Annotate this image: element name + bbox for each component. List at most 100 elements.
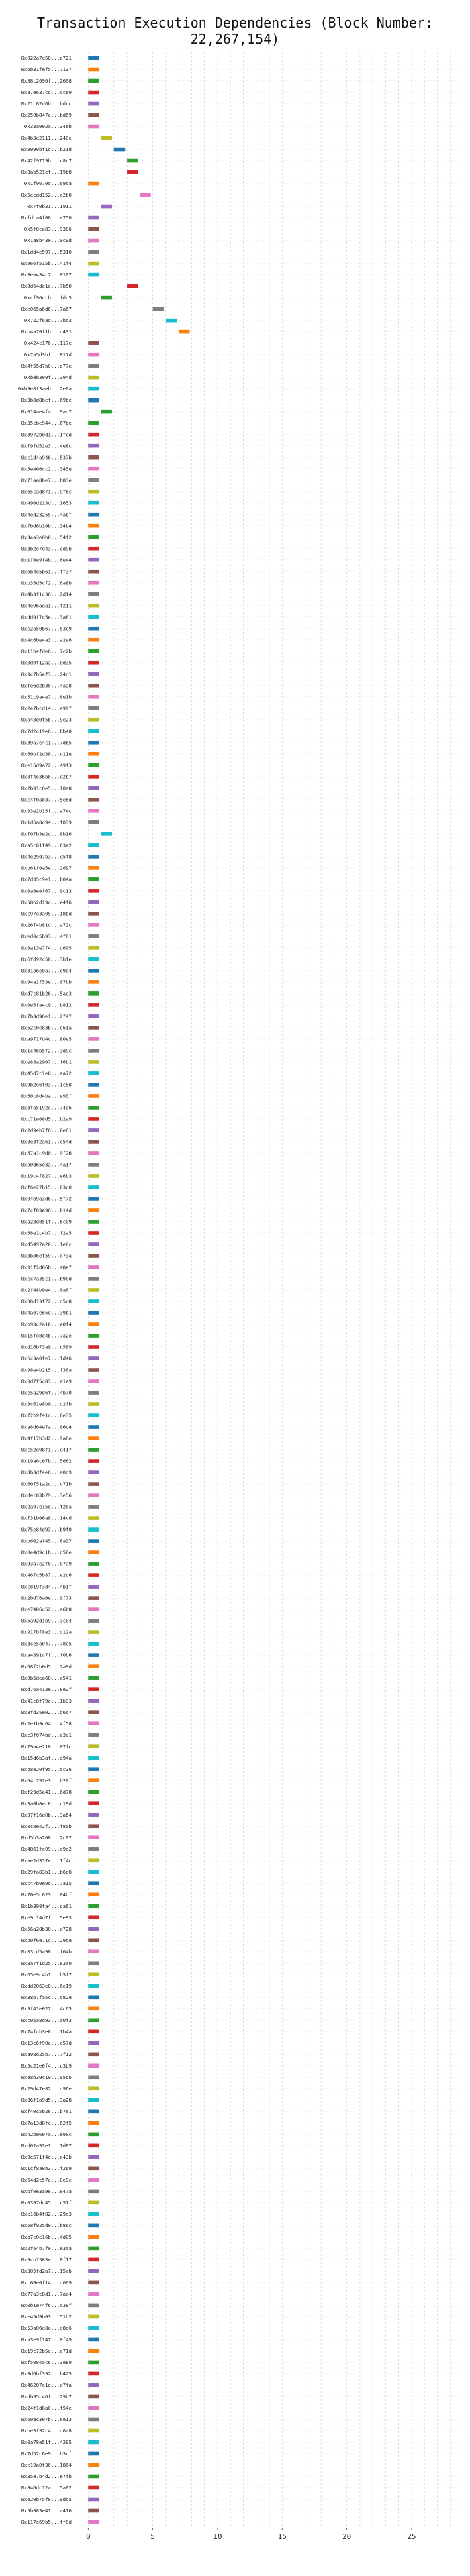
tx-hash-label: 0xe5a29d6f...4b70	[21, 1390, 72, 1396]
dependency-bar	[88, 820, 99, 824]
dependency-bar	[88, 889, 99, 893]
tx-hash-label: 0xe8b30c19...05d6	[21, 2074, 72, 2080]
dependency-bar	[88, 2155, 99, 2159]
tx-hash-label: 0xa9f17d4c...80e5	[21, 1036, 72, 1042]
tx-hash-label: 0x4f17b3d2...9a8e	[21, 1436, 72, 1442]
tx-hash-label: 0x53a06e8a...e8d6	[21, 2325, 72, 2331]
dependency-bar	[88, 2463, 99, 2467]
dependency-bar	[88, 786, 99, 790]
tx-hash-label: 0x3fa5192e...74d6	[21, 1105, 72, 1111]
tx-hash-label: 0x3ea3e0b0...54f2	[21, 534, 72, 540]
dependency-bar	[88, 272, 99, 277]
dependency-bar	[88, 1197, 99, 1201]
dependency-bar	[88, 1961, 99, 1966]
tx-hash-label: 0x38b7fa5c...d82e	[21, 1994, 72, 2000]
dependency-bar	[88, 1311, 99, 1315]
dependency-bar	[88, 763, 99, 767]
tx-hash-label: 0xc819f3d4...4b1f	[21, 1584, 72, 1590]
dependency-bar	[88, 2520, 99, 2524]
dependency-bar	[88, 2371, 99, 2376]
dependency-bar	[88, 2292, 99, 2296]
tx-hash-label: 0x29d47e82...d96e	[21, 2086, 72, 2092]
tx-hash-label: 0x0a8e4f67...9c13	[21, 888, 72, 894]
tx-hash-label: 0x74fcb3e6...1b4a	[21, 2029, 72, 2035]
tx-hash-label: 0x35e7b4d2...e7fb	[21, 2473, 72, 2479]
tx-hash-label: 0x4861fc09...e9a2	[21, 1846, 72, 1852]
dependency-bar	[88, 455, 99, 460]
tx-hash-label: 0x0d7f5c83...a1e9	[21, 1379, 72, 1385]
tx-hash-label: 0xb35d5cf2...6a8b	[21, 580, 72, 586]
tx-hash-label: 0x8ab521ef...19b8	[21, 169, 72, 175]
dependency-bar	[88, 443, 99, 448]
dependency-bar	[88, 1117, 99, 1121]
dependency-bar	[88, 1425, 99, 1429]
tx-hash-label: 0x19c72b5e...a71d	[21, 2348, 72, 2354]
tx-hash-label: 0x4b3e2111...240e	[21, 135, 72, 141]
tx-hash-label: 0x0c8e42f7...f85b	[21, 1823, 72, 1829]
tx-hash-label: 0x58b2d19c...e4f6	[21, 899, 72, 905]
dependency-bar	[88, 569, 99, 574]
tx-hash-label: 0x57a1c9d0...9f26	[21, 1150, 72, 1157]
tx-hash-label: 0xf6e27b15...83c0	[21, 1185, 72, 1191]
tx-hash-label: 0x68e1c4b7...f2a5	[21, 1230, 72, 1236]
dependency-bar	[88, 2029, 99, 2034]
tx-hash-label: 0x70e5c623...04bf	[21, 1892, 72, 1898]
x-tick-label: 0	[86, 2532, 91, 2541]
tx-hash-label: 0x51c9a4e7...6e1b	[21, 694, 72, 700]
x-tick-label: 10	[213, 2532, 222, 2541]
dependency-bar	[88, 1653, 99, 1657]
dependency-bar	[88, 364, 99, 368]
tx-hash-label: 0x2b91c6e5...10a8	[21, 785, 72, 791]
dependency-bar	[88, 923, 99, 927]
tx-hash-label: 0xe20b75f8...9dc5	[21, 2496, 72, 2502]
dependency-bar	[88, 2428, 99, 2433]
tx-hash-label: 0x259b847a...bd69	[21, 112, 72, 118]
tx-hash-label: 0xc3f074bd...a3e1	[21, 1732, 72, 1738]
dependency-bar	[88, 546, 99, 551]
dependency-bar	[88, 614, 99, 619]
tx-hash-label: 0x2f64b7f9...e3aa	[21, 2245, 72, 2251]
tx-hash-label: 0x014ae4fa...9ad7	[21, 409, 72, 415]
dependency-bar	[88, 2440, 99, 2445]
dependency-bar	[88, 1288, 99, 1292]
dependency-bar	[88, 2121, 99, 2125]
tx-hash-label: 0x56a28b30...c728	[21, 1926, 72, 1932]
dependency-bar	[88, 969, 99, 973]
dependency-bar	[101, 295, 112, 300]
dependency-bar	[88, 2485, 99, 2490]
dependency-bar	[88, 1881, 99, 1886]
dependency-bar	[88, 2063, 99, 2068]
x-tick-label: 5	[150, 2532, 155, 2541]
tx-hash-label: 0x9f41e027...4c65	[21, 2006, 72, 2012]
tx-hash-label: 0xa7e637cd...cce9	[21, 89, 72, 95]
dependency-bar	[88, 1835, 99, 1840]
tx-hash-label: 0xd5b3a768...2c07	[21, 1835, 72, 1841]
tx-hash-label: 0x8d0f12aa...0d35	[21, 659, 72, 665]
dependency-bar	[88, 2109, 99, 2114]
dependency-bar	[88, 694, 99, 699]
tx-hash-label: 0xc4f0a837...5e6d	[21, 796, 72, 802]
dependency-bar	[88, 2143, 99, 2148]
tx-hash-label: 0x97f16d0b...3a64	[21, 1812, 72, 1818]
dependency-bar	[88, 1630, 99, 1634]
tx-hash-label: 0x1a8b430...0c9d	[24, 237, 72, 244]
dependency-bar	[88, 2178, 99, 2182]
dependency-bar	[88, 1664, 99, 1668]
dependency-bar	[88, 626, 99, 631]
dependency-bar	[88, 1778, 99, 1782]
dependency-bar	[88, 1402, 99, 1406]
dependency-bar	[140, 193, 151, 197]
tx-hash-label: 0x7d52c6e9...b3cf	[21, 2451, 72, 2457]
dependency-bar	[88, 1607, 99, 1611]
tx-hash-label: 0x26f4b81d...a72c	[21, 922, 72, 928]
dependency-bar	[88, 740, 99, 745]
tx-hash-label: 0xa98d25b7...7f12	[21, 2051, 72, 2057]
dependency-bar	[88, 660, 99, 665]
tx-hash-label: 0x8fd35e02...d6c7	[21, 1709, 72, 1715]
dependency-bar	[88, 1482, 99, 1486]
tx-hash-label: 0x15fe8d4b...7a2e	[21, 1333, 72, 1339]
dependency-bar	[88, 649, 99, 653]
dependency-bar	[88, 1710, 99, 1714]
dependency-bar	[88, 1550, 99, 1554]
dependency-bar	[88, 1231, 99, 1235]
